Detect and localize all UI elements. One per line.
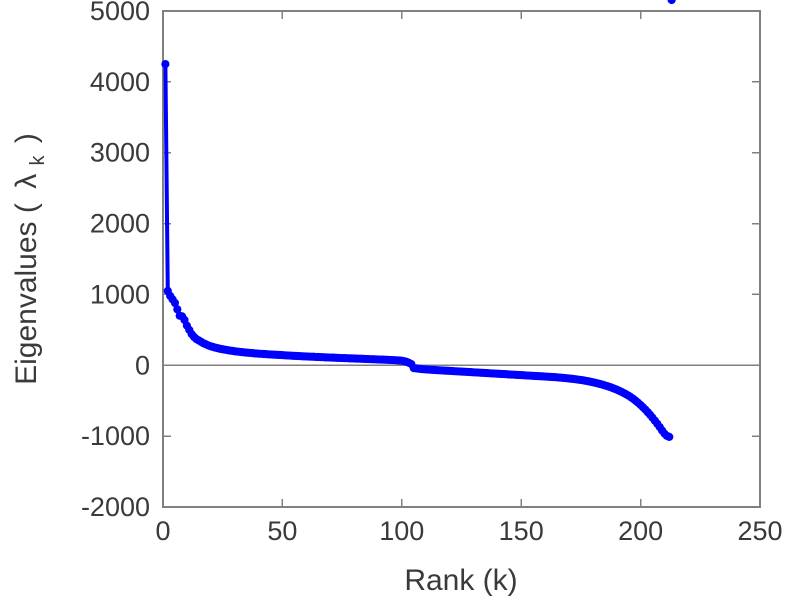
y-tick-label: 0: [135, 350, 150, 380]
x-tick-label: 0: [155, 516, 170, 546]
series-marker: [667, 0, 676, 5]
x-tick-label: 50: [267, 516, 297, 546]
y-axis-title-suffix: ): [10, 133, 43, 143]
x-tick-label: 100: [379, 516, 424, 546]
y-axis-title-lambda: λ: [10, 174, 43, 189]
x-tick-label: 150: [499, 516, 544, 546]
y-tick-label: 5000: [90, 0, 150, 26]
y-axis-title: Eigenvalues ( λ k ): [10, 133, 51, 385]
series-marker: [173, 305, 182, 314]
series-marker: [665, 432, 674, 441]
y-axis-title-subscript: k: [27, 154, 49, 165]
y-tick-label: 2000: [90, 209, 150, 239]
y-tick-label: -1000: [81, 421, 150, 451]
x-tick-label: 200: [618, 516, 663, 546]
series-marker: [170, 298, 180, 308]
y-axis-title-prefix: Eigenvalues (: [10, 203, 43, 385]
series-marker: [161, 60, 170, 69]
y-tick-label: 1000: [90, 279, 150, 309]
plot-box-border: [162, 10, 761, 508]
y-tick-label: -2000: [81, 492, 150, 522]
y-axis-tick-labels: 5000 4000 3000 2000 1000 0 -1000 -2000: [81, 0, 150, 522]
y-tick-label: 3000: [90, 138, 150, 168]
x-axis-tick-labels: 0 50 100 150 200 250: [155, 516, 782, 546]
svg-text:Eigenvalues ( λ: Eigenvalues ( λ k ): [10, 133, 51, 385]
axis-ticks: [162, 10, 761, 508]
x-tick-label: 250: [737, 516, 782, 546]
plot-frame: [162, 10, 761, 508]
x-axis-title: Rank (k): [404, 564, 517, 597]
y-tick-label: 4000: [90, 67, 150, 97]
data-series-eigenvalues: [161, 0, 676, 441]
